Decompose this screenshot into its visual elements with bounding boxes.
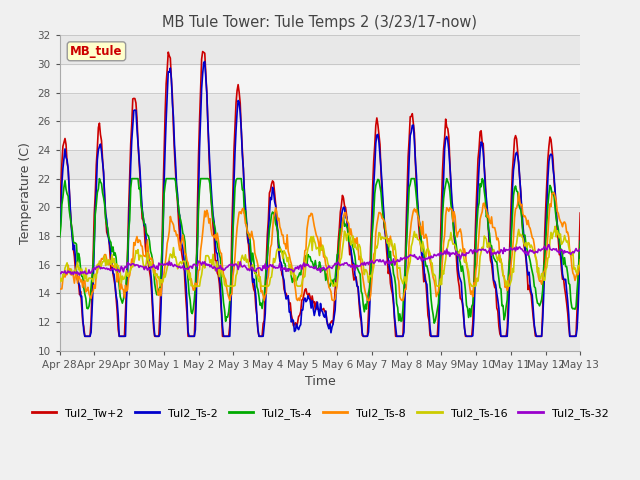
- Bar: [60, 121, 580, 150]
- Bar: [60, 293, 580, 322]
- Title: MB Tule Tower: Tule Temps 2 (3/23/17-now): MB Tule Tower: Tule Temps 2 (3/23/17-now…: [163, 15, 477, 30]
- Text: MB_tule: MB_tule: [70, 45, 123, 58]
- Bar: [60, 179, 580, 207]
- Bar: [60, 36, 580, 64]
- X-axis label: Time: Time: [305, 375, 335, 388]
- Y-axis label: Temperature (C): Temperature (C): [19, 142, 32, 244]
- Bar: [60, 207, 580, 236]
- Bar: [60, 150, 580, 179]
- Bar: [60, 236, 580, 264]
- Bar: [60, 93, 580, 121]
- Bar: [60, 264, 580, 293]
- Legend: Tul2_Tw+2, Tul2_Ts-2, Tul2_Ts-4, Tul2_Ts-8, Tul2_Ts-16, Tul2_Ts-32: Tul2_Tw+2, Tul2_Ts-2, Tul2_Ts-4, Tul2_Ts…: [28, 404, 612, 423]
- Bar: [60, 64, 580, 93]
- Bar: [60, 322, 580, 350]
